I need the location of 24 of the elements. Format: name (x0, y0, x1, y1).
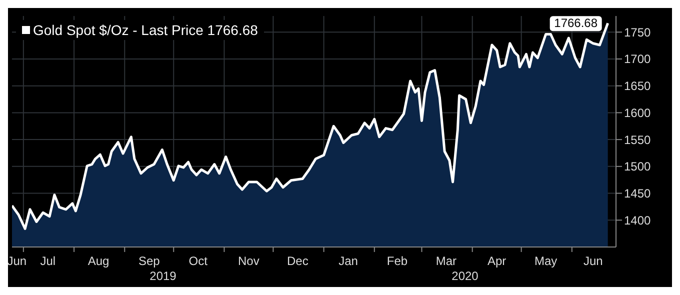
x-tick-label: Mar (436, 254, 457, 268)
y-tick-label: 1500 (624, 160, 652, 174)
y-tick-label: 1700 (624, 52, 652, 66)
x-tick-label: Oct (188, 254, 208, 268)
y-tick-label: 1400 (624, 213, 652, 228)
y-tick-label: 1600 (624, 106, 652, 120)
text: 2020 (450, 269, 480, 283)
x-tick-label: Feb (386, 254, 408, 268)
x-tick-label: Jun (583, 254, 603, 268)
x-tick-label: Aug (88, 254, 110, 268)
y-tick-label: 1650 (624, 79, 652, 94)
x-tick-label: Nov (238, 254, 260, 268)
y-tick-label: 1750 (624, 25, 652, 40)
x-tick-label: Jul (40, 254, 56, 268)
x-tick-label: May (534, 254, 558, 268)
y-tick-label: 1550 (624, 132, 652, 147)
x-tick-label: Sep (138, 254, 160, 268)
legend-label: Gold Spot $/Oz - Last Price 1766.68 (33, 22, 258, 38)
x-tick-label: Dec (287, 254, 308, 268)
data-label: 1766.68 (554, 16, 598, 30)
x-tick-label: Apr (487, 254, 506, 268)
y-tick-label: 1450 (624, 186, 652, 201)
x-tick-label: Jan (338, 254, 358, 268)
text: 2019 (148, 269, 178, 283)
